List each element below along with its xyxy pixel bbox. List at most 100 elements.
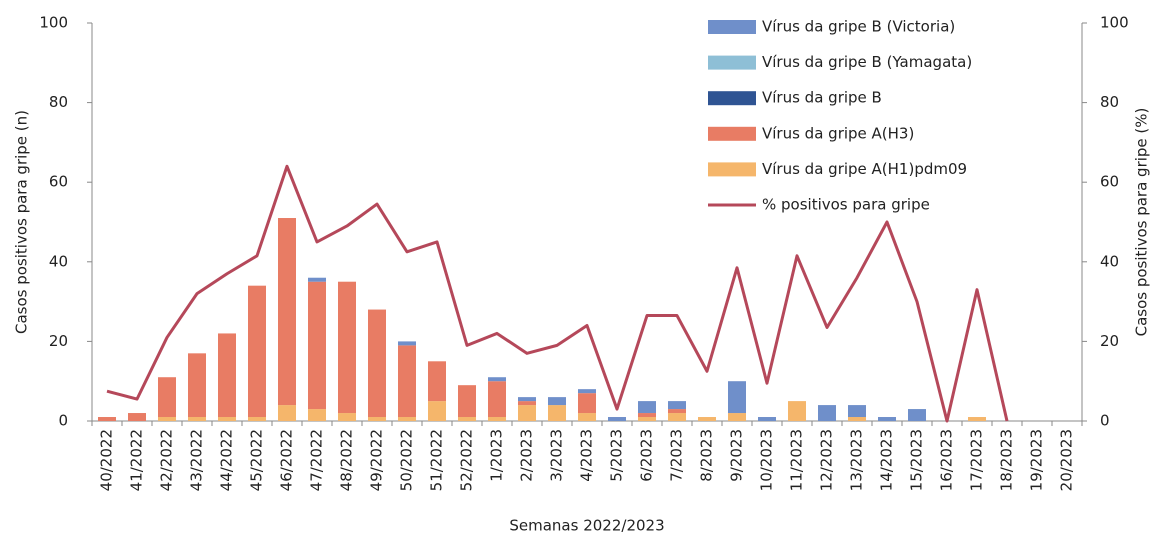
bar-segment bbox=[638, 417, 656, 421]
bar-segment bbox=[578, 413, 596, 421]
bar-segment bbox=[638, 413, 656, 418]
y2-tick-label: 20 bbox=[1100, 332, 1119, 350]
x-tick-label: 20/2023 bbox=[1058, 429, 1076, 491]
bar-segment bbox=[968, 417, 986, 421]
bar-segment bbox=[158, 377, 176, 418]
legend-label: Vírus da gripe B bbox=[762, 89, 882, 107]
bar-segment bbox=[548, 397, 566, 406]
x-tick-label: 48/2022 bbox=[338, 429, 356, 491]
bar-segment bbox=[488, 417, 506, 421]
legend-swatch bbox=[708, 20, 756, 34]
x-tick-label: 43/2022 bbox=[188, 429, 206, 491]
bar-segment bbox=[188, 417, 206, 421]
legend-swatch bbox=[708, 91, 756, 106]
x-tick-label: 19/2023 bbox=[1028, 429, 1046, 491]
bar-segment bbox=[98, 417, 116, 421]
y-tick-label: 80 bbox=[49, 93, 68, 111]
x-tick-label: 9/2023 bbox=[728, 429, 746, 482]
y2-tick-label: 0 bbox=[1100, 412, 1110, 430]
x-tick-label: 11/2023 bbox=[788, 429, 806, 491]
y-tick-label: 100 bbox=[39, 14, 68, 32]
x-tick-label: 52/2022 bbox=[458, 429, 476, 491]
bar-segment bbox=[368, 417, 386, 421]
bar-segment bbox=[428, 401, 446, 421]
x-tick-label: 44/2022 bbox=[218, 429, 236, 491]
y2-tick-label: 40 bbox=[1100, 252, 1119, 270]
bar-segment bbox=[458, 385, 476, 418]
bar-segment bbox=[338, 413, 356, 421]
bar-segment bbox=[488, 381, 506, 418]
legend-swatch bbox=[708, 162, 756, 177]
legend-label: Vírus da gripe B (Yamagata) bbox=[762, 53, 972, 71]
x-tick-label: 13/2023 bbox=[848, 429, 866, 491]
y2-tick-label: 100 bbox=[1100, 14, 1129, 32]
x-tick-label: 45/2022 bbox=[248, 429, 266, 491]
x-tick-label: 8/2023 bbox=[698, 429, 716, 482]
bar-segment bbox=[548, 405, 566, 421]
bar-segment bbox=[518, 397, 536, 402]
x-tick-label: 17/2023 bbox=[968, 429, 986, 491]
x-tick-label: 15/2023 bbox=[908, 429, 926, 491]
y-tick-label: 0 bbox=[58, 412, 68, 430]
bar-segment bbox=[308, 277, 326, 282]
bar-segment bbox=[218, 417, 236, 421]
bar-segment bbox=[908, 409, 926, 421]
bar-segment bbox=[308, 409, 326, 421]
legend-label: % positivos para gripe bbox=[762, 196, 930, 214]
x-tick-label: 2/2023 bbox=[518, 429, 536, 482]
y-tick-label: 40 bbox=[49, 252, 68, 270]
bar-segment bbox=[578, 389, 596, 394]
bar-segment bbox=[218, 333, 236, 418]
bar-segment bbox=[518, 401, 536, 406]
bar-segment bbox=[338, 281, 356, 414]
x-tick-label: 12/2023 bbox=[818, 429, 836, 491]
bar-segment bbox=[728, 381, 746, 414]
bar-segment bbox=[458, 417, 476, 421]
bar-segment bbox=[398, 345, 416, 418]
bar-segment bbox=[428, 361, 446, 402]
y-axis-label: Casos positivos para gripe (n) bbox=[13, 110, 31, 334]
bar-segment bbox=[788, 401, 806, 421]
bar-segment bbox=[248, 285, 266, 418]
bar-segment bbox=[278, 218, 296, 406]
x-tick-label: 51/2022 bbox=[428, 429, 446, 491]
bar-segment bbox=[488, 377, 506, 382]
x-tick-label: 1/2023 bbox=[488, 429, 506, 482]
x-tick-label: 4/2023 bbox=[578, 429, 596, 482]
bar-segment bbox=[308, 281, 326, 410]
x-tick-label: 42/2022 bbox=[158, 429, 176, 491]
x-tick-label: 40/2022 bbox=[98, 429, 116, 491]
legend-label: Vírus da gripe A(H3) bbox=[762, 124, 914, 142]
y2-tick-label: 80 bbox=[1100, 93, 1119, 111]
bar-segment bbox=[578, 393, 596, 414]
bar-segment bbox=[758, 417, 776, 421]
bar-segment bbox=[398, 341, 416, 346]
bar-segment bbox=[728, 413, 746, 421]
legend-swatch bbox=[708, 126, 756, 141]
line-series bbox=[106, 164, 1009, 423]
bar-segment bbox=[638, 401, 656, 414]
x-tick-label: 5/2023 bbox=[608, 429, 626, 482]
x-tick-label: 10/2023 bbox=[758, 429, 776, 491]
bar-segment bbox=[398, 417, 416, 421]
x-tick-label: 47/2022 bbox=[308, 429, 326, 491]
bar-segment bbox=[818, 405, 836, 421]
x-tick-label: 7/2023 bbox=[668, 429, 686, 482]
bar-segment bbox=[128, 413, 146, 421]
y-tick-label: 20 bbox=[49, 332, 68, 350]
x-tick-label: 16/2023 bbox=[938, 429, 956, 491]
y2-tick-label: 60 bbox=[1100, 173, 1119, 191]
x-tick-label: 3/2023 bbox=[548, 429, 566, 482]
legend-swatch bbox=[708, 55, 756, 70]
bar-segment bbox=[158, 417, 176, 421]
bar-segment bbox=[848, 417, 866, 421]
x-tick-label: 46/2022 bbox=[278, 429, 296, 491]
bar-segment bbox=[668, 409, 686, 414]
bar-segment bbox=[278, 405, 296, 421]
x-tick-label: 49/2022 bbox=[368, 429, 386, 491]
legend-label: Vírus da gripe B (Victoria) bbox=[762, 18, 955, 36]
y2-axis-label: Casos positivos para gripe (%) bbox=[1133, 108, 1151, 337]
bar-segment bbox=[518, 405, 536, 421]
x-tick-label: 50/2022 bbox=[398, 429, 416, 491]
